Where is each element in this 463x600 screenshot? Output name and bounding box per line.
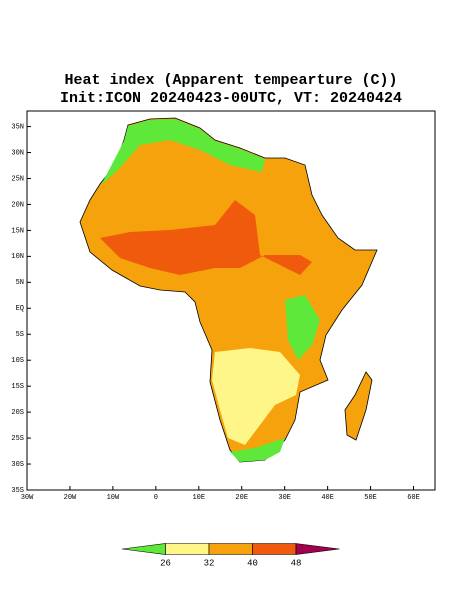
y-tick-label: 10S [11, 357, 24, 365]
x-tick-label: 10E [192, 494, 205, 502]
region-yellow-south [212, 348, 300, 445]
africa-map [79, 117, 378, 463]
y-tick-label: 5S [16, 331, 24, 339]
map-frame [26, 110, 436, 491]
y-tick-label: 25N [11, 175, 24, 183]
colorbar-segment [208, 543, 253, 555]
x-tick-label: 50E [364, 494, 377, 502]
region-green-east [285, 295, 320, 360]
x-tick-label: 20E [235, 494, 248, 502]
colorbar-label: 26 [160, 558, 171, 568]
y-tick-label: 10N [11, 253, 24, 261]
x-tick-label: 30E [278, 494, 291, 502]
colorbar-segment [295, 543, 340, 555]
colorbar-segment [165, 543, 210, 555]
y-tick-label: 5N [16, 279, 24, 287]
y-tick-label: 25S [11, 435, 24, 443]
land-base [79, 117, 378, 463]
y-tick-label: 35S [11, 487, 24, 495]
x-tick-label: 10W [107, 494, 120, 502]
colorbar-label: 40 [247, 558, 258, 568]
y-tick-label: 20S [11, 409, 24, 417]
x-tick-label: 20W [64, 494, 77, 502]
region-green-south [230, 438, 285, 462]
y-tick-label: 15S [11, 383, 24, 391]
x-tick-label: 60E [407, 494, 420, 502]
colorbar-label: 48 [291, 558, 302, 568]
colorbar-segment [121, 543, 166, 555]
madagascar [344, 371, 373, 441]
x-tick-label: 40E [321, 494, 334, 502]
colorbar-label: 32 [204, 558, 215, 568]
ticks: 30W 20W 10W 0 10E 20E 30E 40E 50E 60E 35N 30N 25N 20N… [11, 123, 419, 501]
region-green-north [95, 119, 265, 196]
y-tick-label: 15N [11, 227, 24, 235]
colorbar: 26 32 40 48 [121, 543, 340, 568]
x-tick-label: 0 [154, 494, 158, 502]
x-tick-label: 30W [21, 494, 34, 502]
y-tick-label: 30N [11, 149, 24, 157]
subtitle: Init:ICON 20240423-00UTC, VT: 20240424 [60, 90, 402, 107]
region-red-sahel [100, 200, 312, 275]
y-tick-label: 30S [11, 461, 24, 469]
y-tick-label: EQ [16, 305, 24, 313]
y-tick-label: 35N [11, 123, 24, 131]
title: Heat index (Apparent tempearture (C)) [64, 72, 397, 89]
y-tick-label: 20N [11, 201, 24, 209]
colorbar-segment [252, 543, 297, 555]
